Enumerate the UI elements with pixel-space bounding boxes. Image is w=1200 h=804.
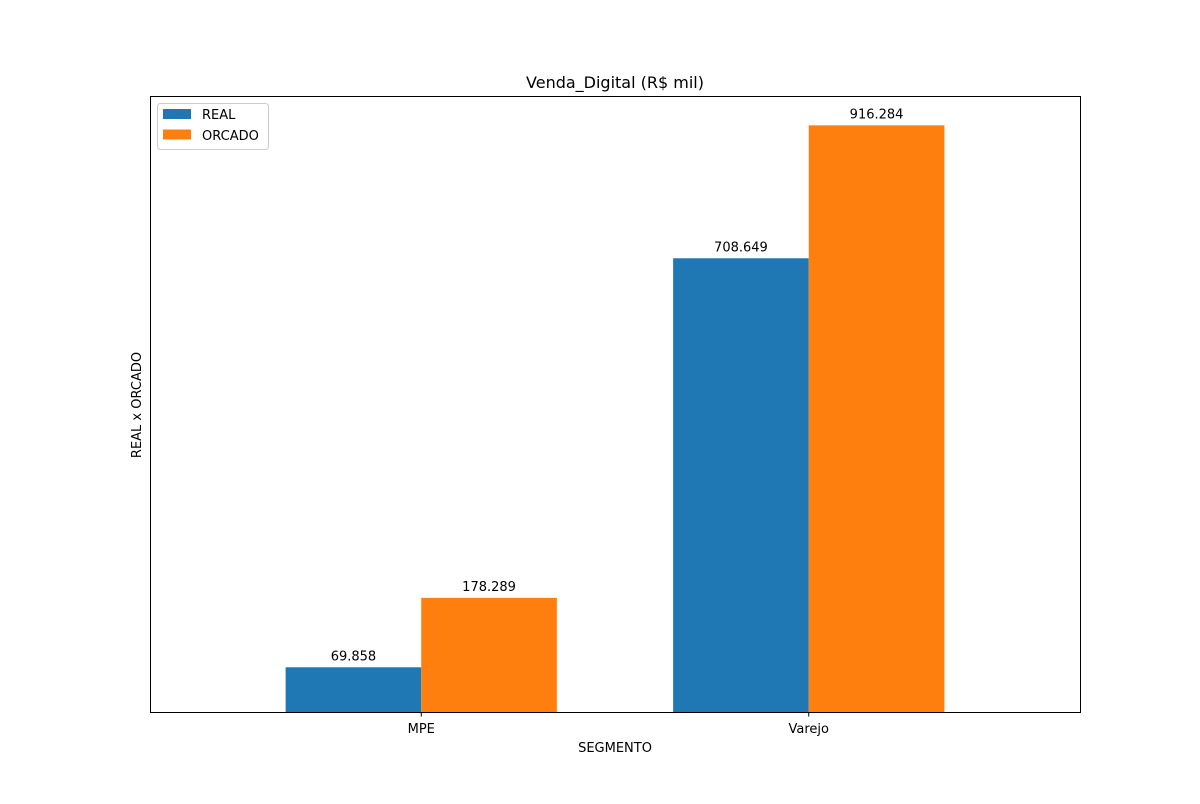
bar-real-varejo [673, 258, 809, 712]
x-tick-label-varejo: Varejo [789, 722, 830, 737]
data-label-real-mpe: 69.858 [331, 649, 377, 664]
x-tick-label-mpe: MPE [408, 722, 435, 737]
bar-orcado-mpe [421, 597, 557, 712]
plot-area-frame [150, 96, 1081, 713]
legend-swatch-orcado [163, 129, 191, 140]
legend-swatch-real [163, 109, 191, 119]
legend: REAL ORCADO [157, 103, 269, 150]
data-label-real-varejo: 708.649 [714, 240, 768, 255]
bar-real-mpe [285, 667, 422, 712]
data-labels-layer: 69.858 708.649 178.289 916.284 [331, 107, 904, 664]
chart-title: Venda_Digital (R$ mil) [526, 73, 704, 93]
data-label-orcado-mpe: 178.289 [462, 580, 516, 595]
x-axis-label: SEGMENTO [578, 741, 652, 756]
data-label-orcado-varejo: 916.284 [850, 107, 904, 122]
legend-label-orcado: ORCADO [202, 129, 259, 144]
bars-layer [285, 125, 945, 713]
bar-orcado-varejo [808, 125, 945, 713]
legend-label-real: REAL [202, 108, 236, 123]
x-axis-ticks: MPE Varejo [408, 712, 830, 737]
y-axis-label: REAL x ORCADO [130, 352, 145, 458]
